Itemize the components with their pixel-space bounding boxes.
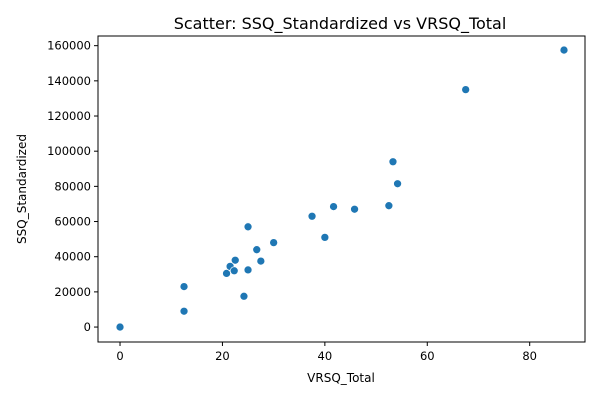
data-point-3 xyxy=(222,269,231,278)
x-tick-label: 80 xyxy=(522,349,537,363)
data-point-18 xyxy=(388,157,398,167)
data-point-0 xyxy=(115,322,125,332)
data-point-7 xyxy=(239,291,249,301)
y-tick-label: 20000 xyxy=(54,285,91,299)
y-tick-label: 100000 xyxy=(47,144,91,158)
data-point-9 xyxy=(243,222,253,232)
x-tick-label: 60 xyxy=(420,349,435,363)
y-axis: 0 20000 40000 60000 80000 100000 120000 140000 1… xyxy=(47,39,98,334)
data-point-20 xyxy=(461,85,471,94)
x-tick-label: 0 xyxy=(116,349,123,363)
y-tick-label: 40000 xyxy=(54,250,91,264)
plot-area xyxy=(115,45,569,332)
data-point-15 xyxy=(329,202,338,211)
x-axis: 0 20 40 60 80 xyxy=(116,342,537,363)
data-point-17 xyxy=(384,201,394,211)
x-axis-label: VRSQ_Total xyxy=(307,371,375,385)
data-point-5 xyxy=(229,266,239,276)
data-point-21 xyxy=(559,45,569,55)
x-tick-label: 20 xyxy=(215,349,230,363)
x-tick-label: 40 xyxy=(318,349,333,363)
y-tick-label: 120000 xyxy=(47,109,91,123)
data-point-12 xyxy=(269,238,278,247)
y-tick-label: 140000 xyxy=(47,74,91,88)
data-point-8 xyxy=(243,265,253,275)
y-tick-label: 0 xyxy=(84,320,91,334)
data-point-2 xyxy=(179,282,189,291)
data-point-1 xyxy=(179,306,189,316)
data-point-10 xyxy=(252,245,262,255)
data-point-14 xyxy=(320,233,330,242)
chart-title: Scatter: SSQ_Standardized vs VRSQ_Total xyxy=(174,14,507,34)
data-point-6 xyxy=(230,255,240,265)
data-point-16 xyxy=(350,204,359,214)
y-axis-label: SSQ_Standardized xyxy=(15,134,29,244)
y-tick-label: 160000 xyxy=(47,39,91,53)
plot-frame xyxy=(97,35,586,343)
data-point-19 xyxy=(393,179,402,189)
data-point-13 xyxy=(307,211,317,221)
y-tick-label: 80000 xyxy=(54,179,91,193)
data-point-11 xyxy=(256,256,266,266)
y-tick-label: 60000 xyxy=(54,215,91,229)
